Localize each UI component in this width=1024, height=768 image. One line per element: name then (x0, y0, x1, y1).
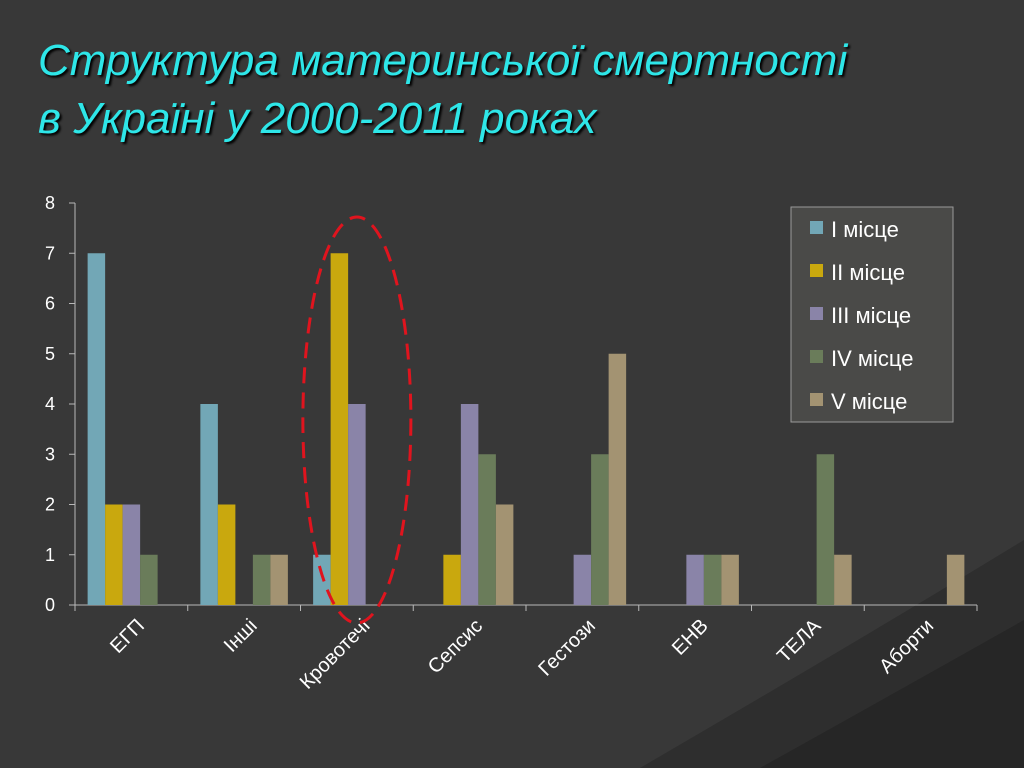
bar (834, 554, 852, 605)
bar (591, 454, 609, 605)
bar (252, 554, 271, 605)
bar (217, 504, 236, 605)
bar (348, 404, 366, 605)
bar (87, 253, 106, 605)
bar (105, 504, 123, 605)
x-category-label: ТЕЛА (773, 615, 826, 668)
legend-label: III місце (831, 303, 911, 328)
bar (608, 353, 627, 605)
bar (478, 454, 496, 605)
x-category-label: Інші (220, 615, 262, 657)
y-tick-label: 0 (45, 595, 55, 615)
bar (573, 554, 592, 605)
x-category-label: Гестози (534, 615, 600, 681)
bar (270, 554, 288, 605)
y-tick-label: 4 (45, 394, 55, 414)
slide-title: Структура материнської смертності в Укра… (38, 32, 998, 148)
x-category-label: ЕГП (106, 615, 149, 658)
bar (313, 554, 331, 605)
legend-swatch (810, 307, 823, 320)
y-tick-label: 2 (45, 495, 55, 515)
legend-swatch (810, 264, 823, 277)
x-category-label: ЕНВ (668, 615, 713, 660)
x-category-label: Аборти (875, 615, 938, 678)
bar (495, 504, 514, 605)
slide-title-line-1: Структура материнської смертності (38, 36, 848, 85)
bar (816, 454, 835, 605)
y-tick-label: 5 (45, 344, 55, 364)
highlight-ellipse (301, 215, 413, 625)
slide-title-line-2: в Україні у 2000-2011 роках (38, 94, 597, 143)
y-tick-label: 1 (45, 545, 55, 565)
x-category-label: Кровотечі (296, 615, 375, 694)
bar (946, 554, 965, 605)
bar (140, 554, 158, 605)
bar (721, 554, 739, 605)
bar (122, 504, 141, 605)
bar (460, 404, 479, 605)
y-tick-label: 3 (45, 444, 55, 464)
bar (443, 554, 461, 605)
legend-label: IV місце (831, 346, 914, 371)
legend-label: II місце (831, 260, 905, 285)
legend-swatch (810, 221, 823, 234)
bar (330, 253, 349, 605)
bar (200, 404, 218, 605)
x-category-label: Сепсис (424, 615, 487, 678)
legend-swatch (810, 393, 823, 406)
y-tick-label: 8 (45, 193, 55, 213)
bar (703, 554, 722, 605)
y-tick-label: 7 (45, 243, 55, 263)
y-tick-label: 6 (45, 294, 55, 314)
legend-swatch (810, 350, 823, 363)
legend-label: V місце (831, 389, 907, 414)
legend-label: I місце (831, 217, 899, 242)
bar (686, 554, 704, 605)
